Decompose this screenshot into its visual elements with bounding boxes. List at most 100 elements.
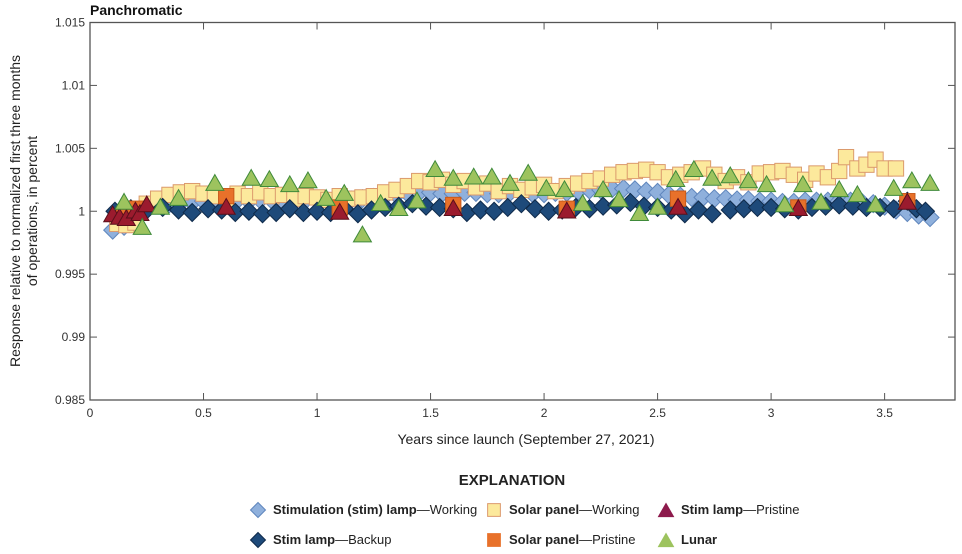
legend-label-rest: —Working — [416, 502, 478, 517]
stim-lamp-backup-point — [702, 204, 722, 224]
lunar-point — [902, 171, 922, 189]
x-axis-label: Years since launch (September 27, 2021) — [397, 431, 654, 447]
legend-label-rest: —Pristine — [743, 502, 800, 517]
legend-swatch — [657, 502, 675, 518]
x-tick-label: 2.5 — [649, 406, 666, 420]
lunar-point — [259, 169, 280, 188]
legend-swatch — [249, 501, 267, 519]
lunar-point — [593, 179, 613, 198]
legend-entry: Solar panel—Working — [509, 502, 640, 517]
legend-swatch — [487, 503, 501, 517]
lunar-point — [481, 167, 502, 185]
stim-lamp-backup-point — [470, 200, 491, 220]
stim-lamp-pristine-point — [443, 198, 464, 216]
stim-lamp-pristine-point — [216, 197, 237, 215]
stim-lamp-pristine-point — [668, 197, 688, 215]
stim-lamp-backup-point — [829, 195, 849, 215]
lunar-point — [114, 192, 134, 210]
legend-label-bold: Stim lamp — [681, 502, 744, 517]
stim-lamp-backup-point — [498, 197, 518, 218]
lunar-point — [738, 171, 759, 189]
legend-marker-square-icon — [487, 533, 501, 547]
y-tick-label: 1.005 — [55, 141, 85, 155]
legend-label-rest: —Working — [579, 502, 640, 517]
stim-lamp-backup-point — [307, 201, 327, 221]
lunar-point — [352, 225, 373, 243]
y-tick-label: 1.01 — [62, 78, 86, 92]
lunar-point — [629, 203, 650, 222]
x-tick-label: 0 — [87, 406, 94, 420]
legend-title: EXPLANATION — [458, 472, 566, 489]
x-tick-label: 1 — [314, 406, 321, 420]
lunar-point — [463, 167, 484, 185]
x-tick-label: 3.5 — [876, 406, 893, 420]
lunar-point — [847, 184, 868, 203]
stim-lamp-backup-point — [182, 202, 202, 223]
legend-label-bold: Stimulation (stim) lamp — [273, 502, 417, 517]
legend-marker-diamond-icon — [249, 501, 267, 519]
legend-entry: Stimulation (stim) lamp—Working — [273, 502, 477, 517]
lunar-point — [883, 178, 904, 196]
y-tick-label: 0.99 — [62, 330, 86, 344]
axis-ticks: 0 0.5 1 1.5 2 2.5 3 3.5 0.985 0.99 0.995 1 1.005 1.01… — [55, 16, 955, 420]
stim-lamp-backup-point — [525, 199, 545, 219]
lunar-point — [793, 174, 813, 193]
stim-lamp-backup-point — [688, 200, 709, 220]
lunar-point — [150, 197, 171, 215]
lunar-point — [554, 179, 575, 198]
lunar-point — [500, 173, 520, 191]
legend-label-bold: Lunar — [681, 532, 718, 547]
legend-entry: Solar panel—Pristine — [509, 532, 635, 547]
stim-lamp-pristine-point — [329, 202, 350, 220]
chart-title: Panchromatic — [90, 2, 183, 18]
legend-marker-triangle-icon — [657, 502, 675, 518]
lunar-point — [702, 168, 722, 186]
lunar-point — [132, 217, 153, 235]
lunar-point — [334, 183, 355, 201]
lunar-point — [865, 194, 886, 213]
legend-swatch — [657, 532, 675, 548]
lunar-point — [684, 159, 704, 177]
lunar-point — [756, 174, 777, 193]
legend-label-rest: —Pristine — [579, 532, 636, 547]
legend-label-bold: Stim lamp — [273, 532, 336, 547]
stim-lamp-pristine-point — [556, 201, 577, 219]
lunar-point — [168, 188, 189, 206]
legend-marker-diamond-icon — [249, 531, 267, 549]
lunar-point — [407, 191, 427, 209]
y-axis-label-line-2: of operations, in percent — [24, 136, 40, 286]
x-tick-label: 2 — [541, 406, 548, 420]
legend-marker-square-icon — [487, 503, 501, 517]
lunar-point — [572, 193, 593, 211]
stim-lamp-backup-point — [484, 201, 504, 221]
legend-label-rest: —Backup — [335, 532, 392, 547]
x-tick-label: 3 — [768, 406, 775, 420]
lunar-point — [316, 188, 336, 206]
lunar-point — [811, 192, 831, 210]
y-axis-label: Response relative to normalized first th… — [7, 55, 40, 367]
lunar-point — [443, 168, 464, 186]
stim-lamp-pristine-point — [897, 192, 918, 210]
data-marks — [102, 148, 940, 243]
legend-swatch — [249, 531, 267, 549]
lunar-point — [388, 198, 409, 216]
stim-lamp-backup-point — [747, 197, 768, 218]
lunar-point — [774, 194, 795, 213]
legend-marker-triangle-icon — [657, 532, 675, 548]
lunar-point — [665, 169, 686, 188]
lunar-point — [370, 193, 391, 211]
lunar-point — [829, 179, 850, 198]
legend-entry: Stim lamp—Pristine — [681, 502, 799, 517]
lunar-point — [920, 173, 940, 191]
lunar-point — [720, 166, 741, 184]
legend-label-bold: Solar panel — [509, 502, 580, 517]
legend-entry: Lunar — [681, 532, 717, 547]
solar-panel-working-point — [831, 162, 848, 180]
stim-lamp-backup-point — [915, 201, 936, 221]
stim-lamp-backup-point — [280, 199, 300, 219]
lunar-point — [425, 159, 445, 177]
y-tick-label: 1.015 — [55, 16, 85, 30]
legend-label-bold: Solar panel — [509, 532, 580, 547]
